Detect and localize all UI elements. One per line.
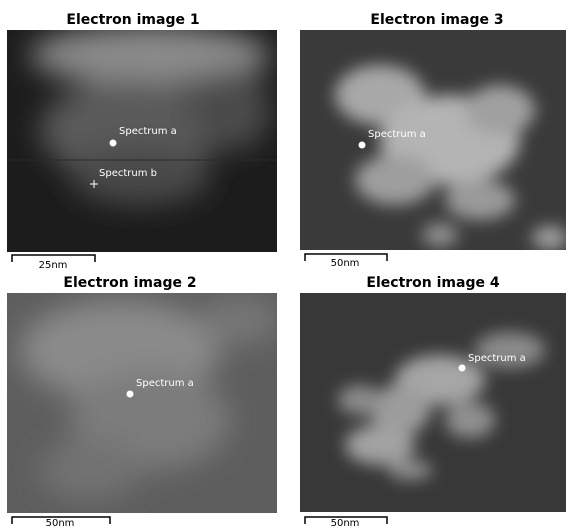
scale-label: 50nm xyxy=(46,518,75,529)
panel-title: Electron image 1 xyxy=(66,12,199,28)
micrograph xyxy=(300,293,566,512)
panel-title: Electron image 4 xyxy=(366,275,499,291)
scale-label: 25nm xyxy=(39,260,68,271)
micrograph xyxy=(7,25,277,252)
panel-title: Electron image 2 xyxy=(63,275,196,291)
panel-title: Electron image 3 xyxy=(370,12,503,28)
marker-label: Spectrum a xyxy=(136,378,194,389)
micrograph xyxy=(7,293,280,513)
marker-label: Spectrum a xyxy=(119,126,177,137)
scale-label: 50nm xyxy=(331,518,360,529)
scale-label: 50nm xyxy=(331,258,360,269)
marker-label: Spectrum b xyxy=(99,168,157,179)
marker-label: Spectrum a xyxy=(468,353,526,364)
marker-label: Spectrum a xyxy=(368,129,426,140)
micrograph xyxy=(300,30,568,250)
figure: Electron image 1 Spectrum a Spectrum b 2… xyxy=(0,0,568,529)
